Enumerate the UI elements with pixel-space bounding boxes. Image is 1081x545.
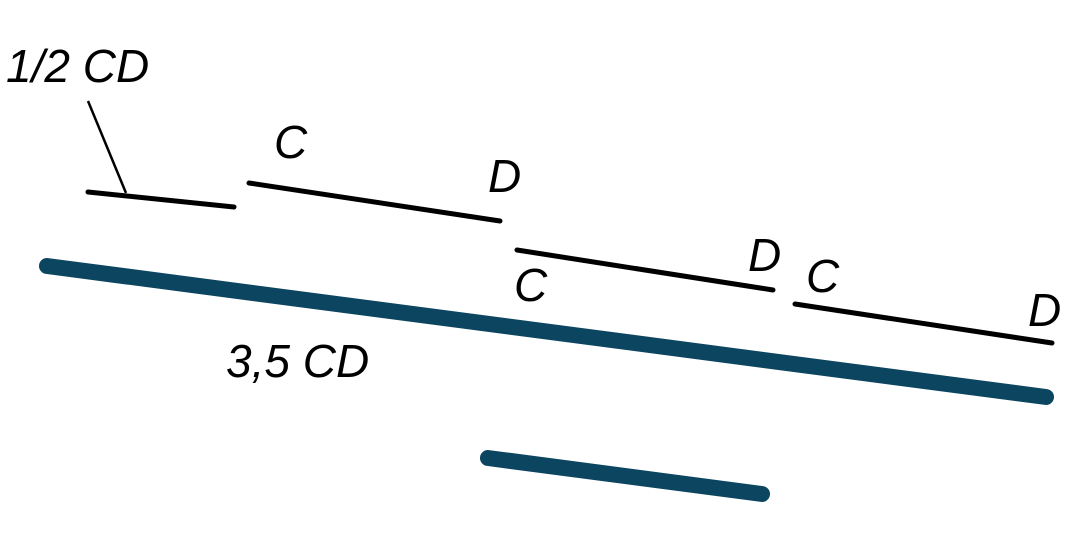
segment-3-5-cd — [39, 258, 1054, 405]
leader-line-half-cd — [86, 100, 128, 194]
segment-cd-copy-3 — [792, 301, 1055, 346]
label-c-2: C — [514, 259, 548, 311]
segment-cd-copy-1 — [246, 180, 503, 224]
label-d-3: D — [1028, 284, 1061, 336]
label-c-3: C — [806, 250, 840, 302]
label-d-2: D — [748, 229, 781, 281]
label-c-1: C — [274, 116, 308, 168]
label-half-cd: 1/2 CD — [6, 40, 149, 92]
label-3-5-cd: 3,5 CD — [226, 335, 369, 387]
segment-cd — [480, 450, 770, 502]
segment-cd-copy-2 — [514, 247, 776, 293]
segment-half-cd — [85, 189, 237, 210]
label-d-1: D — [488, 150, 521, 202]
